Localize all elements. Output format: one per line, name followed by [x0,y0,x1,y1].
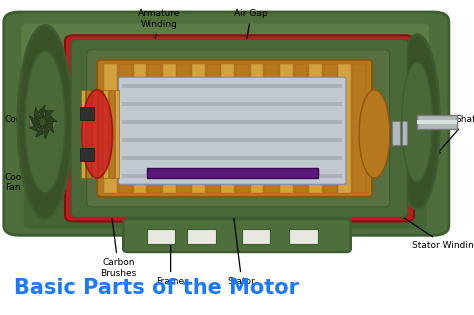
Bar [417,115,457,129]
Bar [236,64,249,193]
Bar [294,64,307,193]
FancyBboxPatch shape [118,77,346,184]
Bar [242,229,270,244]
Ellipse shape [359,90,390,178]
Bar [80,107,94,120]
Polygon shape [36,125,44,137]
Bar [122,84,342,88]
FancyBboxPatch shape [21,24,429,93]
FancyBboxPatch shape [71,39,408,217]
Bar [119,64,132,193]
Text: Commutator: Commutator [5,115,79,146]
Ellipse shape [82,90,112,178]
Polygon shape [46,115,57,122]
Ellipse shape [394,35,439,209]
Bar [122,138,342,142]
Bar [265,64,278,193]
Bar [86,90,91,178]
Bar [134,64,146,193]
Bar [104,64,117,193]
Text: Stator Winding: Stator Winding [364,191,474,250]
FancyBboxPatch shape [65,35,414,221]
Text: Cooling
Fan: Cooling Fan [5,173,39,192]
Text: Armature
Winding: Armature Winding [137,9,180,90]
Text: Stator: Stator [228,209,255,286]
Bar [148,64,161,193]
Ellipse shape [402,62,432,182]
Text: Basic Parts of the Motor: Basic Parts of the Motor [14,278,299,298]
Bar [163,64,176,193]
Text: Armature: Armature [182,50,225,97]
Ellipse shape [25,51,65,193]
Text: Carbon
Brushes: Carbon Brushes [100,199,137,278]
Bar [353,64,366,193]
Bar [417,120,457,124]
Bar [147,229,175,244]
FancyBboxPatch shape [4,12,449,235]
Bar [122,156,342,160]
FancyBboxPatch shape [123,219,351,252]
Polygon shape [43,125,49,139]
Bar [402,121,407,145]
Bar [122,174,342,178]
Bar [392,121,400,145]
FancyBboxPatch shape [24,191,427,228]
Polygon shape [34,107,41,119]
Bar [92,90,97,178]
Bar [103,90,108,178]
Bar [98,90,102,178]
Polygon shape [45,123,54,133]
Text: Shaft: Shaft [437,115,474,154]
Polygon shape [39,105,45,118]
Polygon shape [29,123,40,131]
Circle shape [31,114,55,130]
Bar [289,229,318,244]
FancyBboxPatch shape [97,60,372,197]
Bar [221,64,234,193]
Bar [80,148,94,161]
Text: Frame: Frame [156,237,185,286]
Bar [207,64,219,193]
Ellipse shape [18,25,72,219]
Bar [147,168,318,178]
Polygon shape [29,116,40,125]
Text: Air Gap: Air Gap [235,9,268,90]
Bar [122,102,342,106]
Bar [115,90,119,178]
Bar [177,64,190,193]
Bar [122,120,342,124]
Bar [280,64,293,193]
Polygon shape [45,111,54,120]
Bar [338,64,351,193]
Bar [192,64,205,193]
Bar [309,64,322,193]
Bar [324,64,337,193]
Bar [81,90,85,178]
FancyBboxPatch shape [87,50,390,207]
Bar [251,64,264,193]
Bar [109,90,114,178]
Bar [187,229,216,244]
